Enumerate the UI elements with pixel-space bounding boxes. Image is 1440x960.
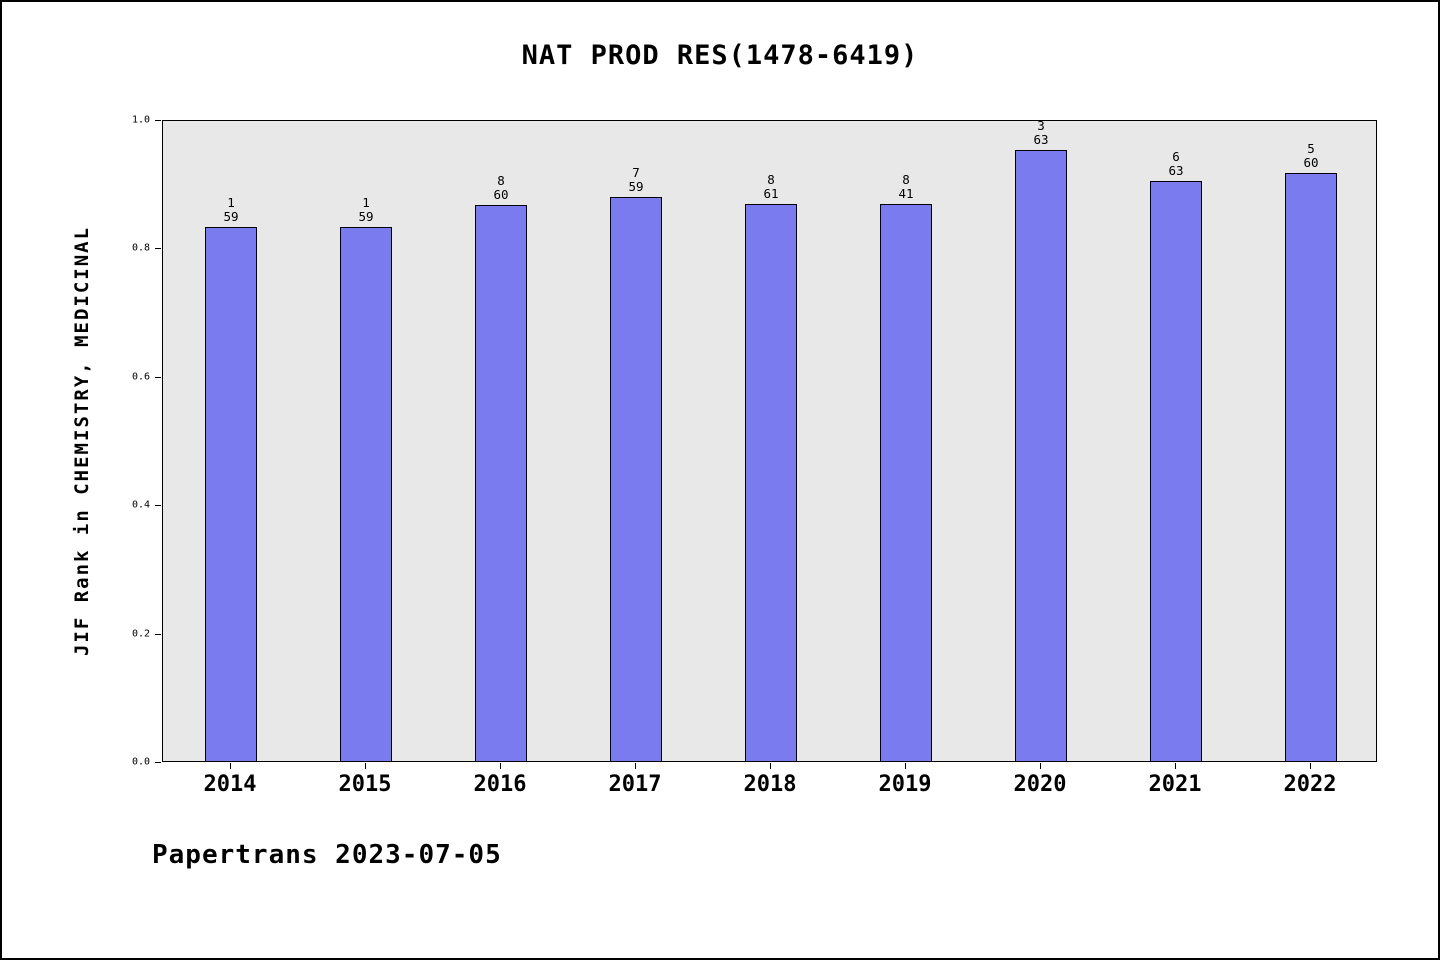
bar-annotation-2017: 7 59 xyxy=(591,166,681,194)
bar-annotation-rank: 1 xyxy=(362,195,370,210)
bar-annotation-rank: 3 xyxy=(1037,118,1045,133)
bar-annotation-rank: 8 xyxy=(767,172,775,187)
x-tick-label-2017: 2017 xyxy=(608,772,662,797)
bar-2020 xyxy=(1015,150,1067,761)
y-tick-mark xyxy=(155,762,161,763)
bar-annotation-rank: 8 xyxy=(902,172,910,187)
bar-annotation-rank: 7 xyxy=(632,165,640,180)
bar-annotation-total: 59 xyxy=(358,209,374,224)
x-tick-label-2020: 2020 xyxy=(1013,772,1067,797)
bar-annotation-2022: 5 60 xyxy=(1266,142,1356,170)
bar-annotation-2019: 8 41 xyxy=(861,173,951,201)
x-tick-mark xyxy=(635,763,636,769)
x-tick-mark xyxy=(1040,763,1041,769)
y-axis-title: JIF Rank in CHEMISTRY, MEDICINAL xyxy=(71,225,93,657)
y-tick-label-0.0: 0.0 xyxy=(131,756,150,768)
y-tick-mark xyxy=(155,120,161,121)
bar-annotation-total: 41 xyxy=(898,186,914,201)
bar-annotation-rank: 1 xyxy=(227,195,235,210)
x-tick-label-2021: 2021 xyxy=(1148,772,1202,797)
y-tick-mark xyxy=(155,377,161,378)
y-tick-label-0.6: 0.6 xyxy=(131,371,150,383)
footer-watermark: Papertrans 2023-07-05 xyxy=(152,840,502,870)
bar-annotation-total: 59 xyxy=(628,179,644,194)
y-tick-mark xyxy=(155,634,161,635)
bar-annotation-total: 63 xyxy=(1168,163,1184,178)
bar-annotation-2021: 6 63 xyxy=(1131,150,1221,178)
bar-2022 xyxy=(1285,173,1337,761)
bar-2018 xyxy=(745,204,797,761)
x-tick-label-2014: 2014 xyxy=(203,772,257,797)
bar-annotation-rank: 8 xyxy=(497,173,505,188)
x-tick-label-2016: 2016 xyxy=(473,772,527,797)
bar-annotation-total: 60 xyxy=(1303,155,1319,170)
x-tick-mark xyxy=(1310,763,1311,769)
bar-annotation-total: 60 xyxy=(493,187,509,202)
x-tick-mark xyxy=(230,763,231,769)
x-tick-mark xyxy=(770,763,771,769)
bar-2014 xyxy=(205,227,257,761)
bar-annotation-2020: 3 63 xyxy=(996,119,1086,147)
y-tick-label-0.8: 0.8 xyxy=(131,242,150,254)
x-tick-label-2015: 2015 xyxy=(338,772,392,797)
bar-2017 xyxy=(610,197,662,761)
bar-annotation-rank: 5 xyxy=(1307,141,1315,156)
bar-annotation-2014: 1 59 xyxy=(186,196,276,224)
bar-annotation-total: 63 xyxy=(1033,132,1049,147)
bar-2016 xyxy=(475,205,527,761)
bar-annotation-2016: 8 60 xyxy=(456,174,546,202)
plot-area: 1 59 1 59 8 60 7 59 8 61 8 41 3 63 6 63 5 60 xyxy=(162,119,1377,762)
y-tick-label-1.0: 1.0 xyxy=(131,114,150,126)
x-tick-mark xyxy=(1175,763,1176,769)
bar-2019 xyxy=(880,204,932,761)
bar-annotation-total: 59 xyxy=(223,209,239,224)
x-tick-mark xyxy=(500,763,501,769)
x-tick-label-2018: 2018 xyxy=(743,772,797,797)
x-tick-label-2022: 2022 xyxy=(1283,772,1337,797)
x-tick-mark xyxy=(365,763,366,769)
y-tick-label-0.2: 0.2 xyxy=(131,628,150,640)
x-tick-mark xyxy=(905,763,906,769)
chart-title: NAT PROD RES(1478-6419) xyxy=(521,40,919,71)
y-tick-mark xyxy=(155,248,161,249)
y-tick-label-0.4: 0.4 xyxy=(131,499,150,511)
bar-annotation-2015: 1 59 xyxy=(321,196,411,224)
y-tick-mark xyxy=(155,505,161,506)
x-tick-label-2019: 2019 xyxy=(878,772,932,797)
bar-annotation-rank: 6 xyxy=(1172,149,1180,164)
bar-2015 xyxy=(340,227,392,761)
bar-annotation-total: 61 xyxy=(763,186,779,201)
bar-annotation-2018: 8 61 xyxy=(726,173,816,201)
bar-2021 xyxy=(1150,181,1202,761)
